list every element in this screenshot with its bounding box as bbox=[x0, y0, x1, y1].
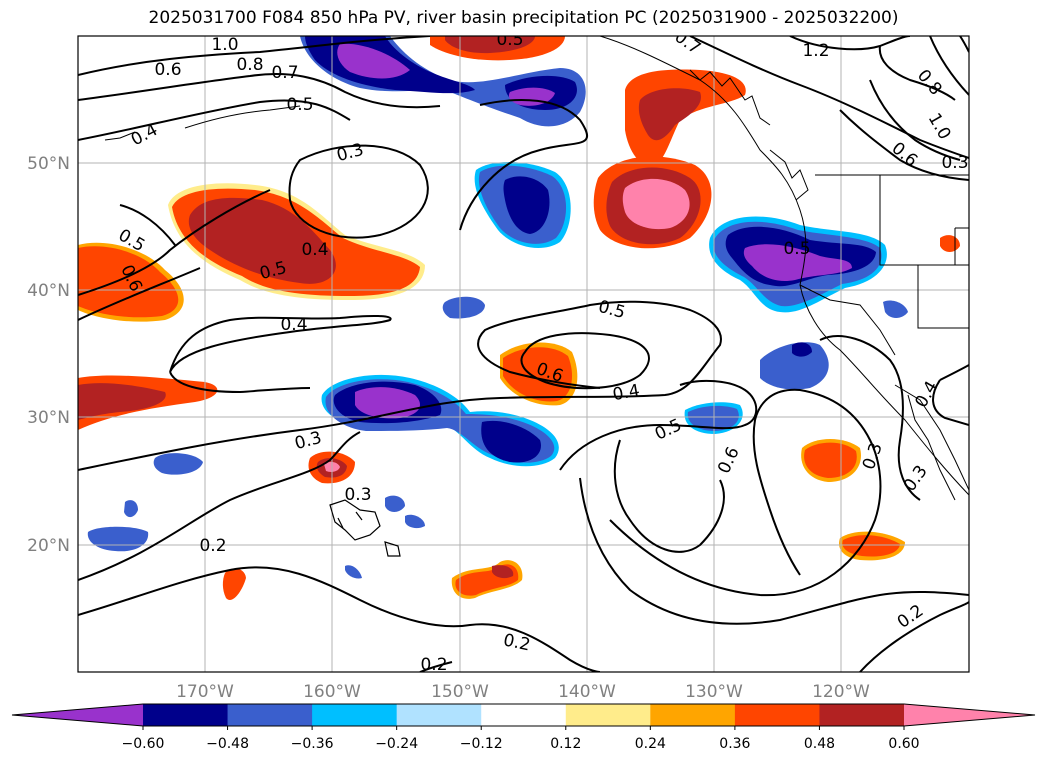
map-area: 1.0 0.8 0.7 0.6 0.5 0.4 0.3 0.4 0.5 0.5 … bbox=[78, 30, 969, 675]
precip-positive-blob bbox=[492, 565, 514, 579]
lon-label: 130°W bbox=[685, 682, 743, 702]
precip-positive-blob bbox=[188, 197, 336, 284]
lat-label: 40°N bbox=[27, 281, 70, 301]
contour-label: 0.5 bbox=[286, 95, 313, 115]
contour-label: 1.2 bbox=[802, 41, 829, 61]
map-title: 2025031700 F084 850 hPa PV, river basin … bbox=[148, 8, 899, 28]
precip-positive-blob bbox=[622, 178, 690, 230]
colorbar-tick-label: −0.12 bbox=[460, 736, 503, 752]
precip-negative-blob bbox=[345, 565, 362, 579]
colorbar-tick-label: −0.36 bbox=[291, 736, 334, 752]
precip-negative-blob bbox=[792, 342, 812, 357]
colorbar-tick-label: −0.48 bbox=[206, 736, 249, 752]
contour-label: 0.8 bbox=[236, 55, 263, 75]
colorbar-swatch bbox=[650, 704, 736, 726]
lat-label: 20°N bbox=[27, 536, 70, 556]
colorbar: −0.60 −0.48 −0.36 −0.24 −0.12 0.12 0.24 0.36 0.4… bbox=[11, 703, 1036, 752]
lat-label: 50°N bbox=[27, 154, 70, 174]
colorbar-swatch bbox=[481, 704, 567, 726]
contour-label: 0.6 bbox=[154, 60, 181, 80]
lon-label: 140°W bbox=[558, 682, 616, 702]
coastlines bbox=[104, 36, 969, 501]
lon-label: 150°W bbox=[431, 682, 489, 702]
colorbar-tick-label: −0.24 bbox=[375, 736, 418, 752]
precip-negative-blob bbox=[687, 405, 739, 431]
graticule bbox=[78, 36, 969, 672]
colorbar-tick-label: 0.24 bbox=[635, 736, 666, 752]
precip-negative-blob bbox=[124, 500, 138, 518]
contour-label: 0.3 bbox=[941, 153, 968, 173]
contour-label: 1.0 bbox=[211, 35, 238, 55]
precip-negative-blob bbox=[481, 420, 541, 463]
contour-label: 0.5 bbox=[496, 30, 523, 50]
hawaiian-islands bbox=[329, 499, 401, 557]
contour-label: 0.2 bbox=[199, 536, 226, 556]
contour-label: 0.2 bbox=[420, 655, 447, 675]
colorbar-tick-label: 0.48 bbox=[804, 736, 835, 752]
contour-label: 0.7 bbox=[271, 63, 298, 83]
precip-positive-blob bbox=[804, 442, 857, 478]
colorbar-tick-label: −0.60 bbox=[122, 736, 165, 752]
precip-positive-blob bbox=[78, 383, 166, 420]
colorbar-tick-label: 0.12 bbox=[550, 736, 581, 752]
longitude-labels: 170°W 160°W 150°W 140°W 130°W 120°W bbox=[176, 682, 870, 702]
colorbar-swatch bbox=[565, 704, 651, 726]
precip-positive-blob bbox=[78, 246, 179, 318]
precip-negative-blob bbox=[405, 514, 425, 529]
lat-label: 30°N bbox=[27, 408, 70, 428]
pv-contours bbox=[78, 36, 969, 672]
colorbar-swatch bbox=[734, 704, 820, 726]
colorbar-swatch bbox=[312, 704, 398, 726]
colorbar-extend-low bbox=[12, 704, 143, 726]
contour-label: 0.4 bbox=[301, 240, 328, 260]
lon-label: 160°W bbox=[303, 682, 361, 702]
colorbar-tick-label: 0.60 bbox=[888, 736, 919, 752]
precip-negative-blob bbox=[153, 453, 203, 475]
precip-negative-blob bbox=[503, 176, 550, 234]
lon-label: 170°W bbox=[176, 682, 234, 702]
precip-positive-blob bbox=[638, 88, 701, 141]
contour-label: 0.5 bbox=[783, 239, 810, 259]
precip-negative-blob bbox=[337, 43, 410, 79]
precip-negative-blob bbox=[442, 296, 485, 319]
lon-label: 120°W bbox=[812, 682, 870, 702]
colorbar-swatch bbox=[396, 704, 482, 726]
contour-label: 0.3 bbox=[344, 485, 371, 505]
latitude-labels: 50°N 40°N 30°N 20°N bbox=[27, 154, 70, 556]
colorbar-tick-label: 0.36 bbox=[719, 736, 750, 752]
precip-shading bbox=[78, 36, 960, 600]
precip-positive-blob bbox=[503, 347, 573, 402]
colorbar-extend-high bbox=[904, 704, 1035, 726]
contour-label: 0.4 bbox=[280, 315, 307, 335]
colorbar-swatch bbox=[143, 704, 229, 726]
colorbar-swatch bbox=[227, 704, 313, 726]
contour-label: 0.4 bbox=[611, 381, 641, 405]
precip-positive-blob bbox=[222, 568, 246, 600]
colorbar-swatch bbox=[819, 704, 905, 726]
precip-negative-blob bbox=[385, 495, 405, 512]
precip-negative-blob bbox=[883, 300, 908, 318]
map-frame bbox=[77, 35, 970, 673]
precip-negative-blob bbox=[760, 342, 829, 390]
precip-positive-blob bbox=[445, 36, 535, 54]
precip-negative-blob bbox=[743, 244, 852, 282]
